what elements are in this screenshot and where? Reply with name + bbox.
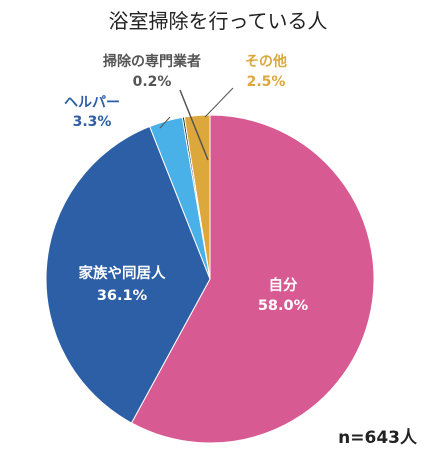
- leader-line-other: [204, 87, 234, 118]
- pie-slice-family: [45, 125, 211, 424]
- leader-line-helper: [159, 116, 171, 129]
- pie-slices: [45, 114, 375, 444]
- slice-value-other: 2.5%: [247, 74, 286, 90]
- pie-slice-other: [183, 114, 211, 280]
- slice-label-family: 家族や同居人: [79, 264, 166, 282]
- slice-value-family: 36.1%: [97, 288, 148, 304]
- pie-slice-self: [130, 114, 375, 444]
- leader-line-specialist: [179, 89, 209, 161]
- slice-label-helper: ヘルパー: [64, 95, 120, 111]
- slice-label-other: その他: [245, 53, 287, 70]
- slice-value-helper: 3.3%: [73, 114, 112, 130]
- slice-value-specialist: 0.2%: [133, 74, 172, 90]
- slice-value-self: 58.0%: [258, 298, 309, 314]
- chart-title: 浴室掃除を行っている人: [109, 9, 328, 33]
- slice-label-self: 自分: [269, 276, 298, 294]
- sample-size-note: n=643人: [338, 428, 418, 448]
- slice-label-specialist: 掃除の専門業者: [103, 53, 201, 70]
